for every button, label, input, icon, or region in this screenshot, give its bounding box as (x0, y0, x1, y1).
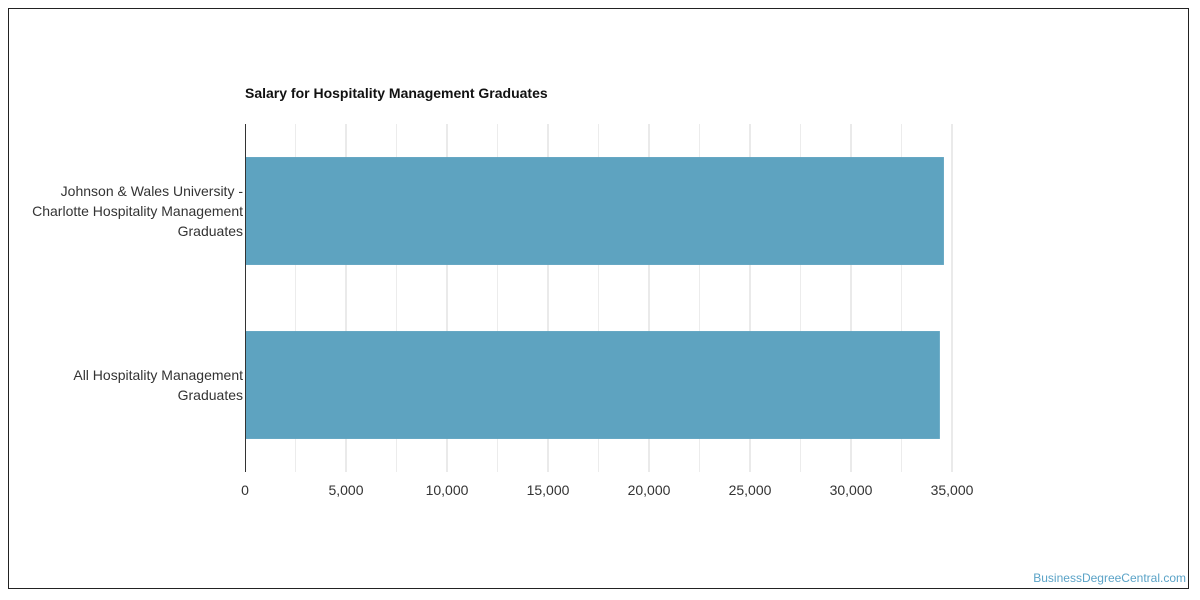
bar (245, 157, 944, 265)
category-label: All Hospitality Management (73, 367, 243, 383)
x-tick-label: 5,000 (328, 482, 363, 498)
category-label: Graduates (178, 387, 243, 403)
x-tick-label: 35,000 (931, 482, 974, 498)
category-label: Graduates (178, 223, 243, 239)
x-tick-label: 20,000 (628, 482, 671, 498)
chart-frame (8, 8, 1189, 589)
x-tick-label: 15,000 (527, 482, 570, 498)
category-label: Johnson & Wales University - (61, 183, 244, 199)
x-tick-label: 30,000 (830, 482, 873, 498)
bar (245, 331, 940, 439)
chart-title: Salary for Hospitality Management Gradua… (245, 85, 548, 101)
x-tick-label: 10,000 (426, 482, 469, 498)
x-tick-label: 25,000 (729, 482, 772, 498)
x-tick-label: 0 (241, 482, 249, 498)
category-label: Charlotte Hospitality Management (32, 203, 243, 219)
watermark-link[interactable]: BusinessDegreeCentral.com (1033, 571, 1186, 585)
